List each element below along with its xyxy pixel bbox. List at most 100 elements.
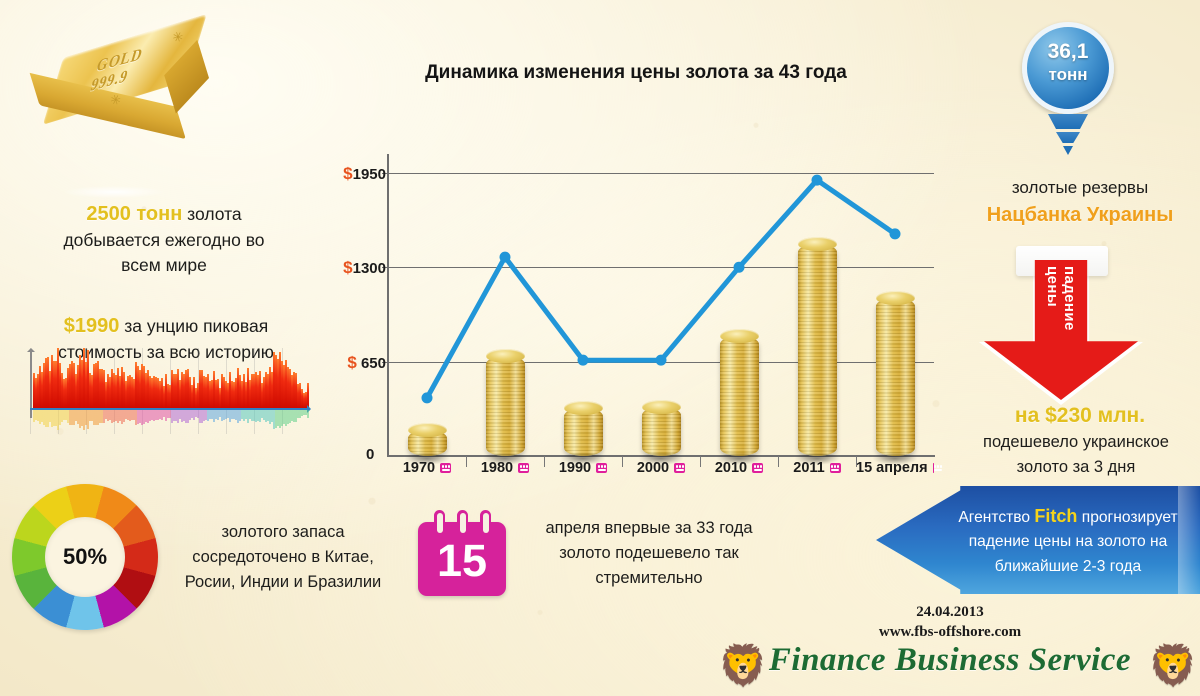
x-tick-text: 2011: [793, 460, 825, 476]
waveform-bar: [233, 382, 235, 408]
x-tick-label: 2000: [622, 460, 700, 476]
waveform-reflection-bar: [165, 410, 167, 422]
waveform-reflection-bar: [297, 410, 299, 418]
waveform-bar: [117, 368, 119, 408]
waveform-reflection-bar: [143, 410, 145, 424]
waveform-reflection-bar: [163, 410, 165, 418]
waveform-reflection-bar: [271, 410, 273, 422]
waveform-bar: [105, 382, 107, 408]
waveform-reflection-bar: [205, 410, 207, 421]
waveform-reflection-bar: [99, 410, 101, 423]
banner-text: Агентство Fitch прогнозирует падение цен…: [954, 502, 1182, 579]
waveform-reflection-bar: [95, 410, 97, 425]
waveform-bar: [297, 384, 299, 408]
waveform-reflection-bar: [237, 410, 239, 424]
x-tick-text: 2000: [636, 460, 670, 476]
waveform-bar: [147, 369, 149, 408]
waveform-reflection-bar: [125, 410, 127, 419]
waveform-bar: [43, 363, 45, 408]
waveform-bar: [139, 369, 141, 408]
waveform-bar: [289, 369, 291, 408]
x-tick-text: 15 апреля: [856, 460, 928, 476]
coin-stack: [716, 328, 763, 465]
pin-head: [1022, 22, 1114, 114]
waveform-reflection-bar: [279, 410, 281, 429]
waveform-bar: [269, 367, 271, 408]
waveform-bar: [255, 372, 257, 408]
waveform-bar: [91, 375, 93, 408]
waveform-bar: [291, 374, 293, 408]
waveform-bar: [95, 363, 97, 408]
waveform-x-axis: [30, 405, 311, 413]
x-tick-label: 2010: [700, 460, 778, 476]
waveform-reflection-bar: [75, 410, 77, 422]
waveform-bar: [293, 372, 295, 408]
waveform-reflection-bar: [157, 410, 159, 420]
waveform-reflection-bar: [287, 410, 289, 424]
x-tick-label: 1980: [466, 460, 544, 476]
waveform-bar: [183, 373, 185, 408]
waveform-bar: [73, 362, 75, 408]
waveform-reflection-bar: [57, 410, 59, 430]
waveform-reflection-bar: [211, 410, 213, 420]
waveform-reflection-bar: [299, 410, 301, 419]
fitch-forecast-banner: Агентство Fitch прогнозирует падение цен…: [876, 486, 1200, 594]
waveform-bars: [33, 347, 309, 408]
x-tick-text: 1990: [558, 460, 592, 476]
fact-donut-line2: сосредоточено в Китае,: [192, 547, 374, 566]
line-marker: [499, 251, 511, 263]
waveform-bar: [39, 366, 41, 408]
waveform-reflection-bar: [219, 410, 221, 417]
waveform-bar: [77, 364, 79, 408]
calendar-ring-1: [434, 510, 445, 536]
waveform-reflection-bar: [51, 410, 53, 428]
waveform-bar: [287, 367, 289, 408]
waveform-bar: [185, 369, 187, 408]
waveform-bar: [45, 357, 47, 408]
pin-taper-3: [1063, 146, 1073, 155]
waveform-bar: [59, 363, 61, 408]
fact-peak-rest: за унцию пиковая: [119, 316, 269, 336]
waveform-bar: [99, 369, 101, 408]
waveform-bar: [131, 377, 133, 408]
waveform-reflection-bar: [55, 410, 57, 426]
waveform-bar: [187, 369, 189, 408]
waveform-bar: [193, 377, 195, 408]
waveform-reflection-bar: [137, 410, 139, 424]
waveform-reflection-bar: [289, 410, 291, 423]
waveform-reflection-bar: [169, 410, 171, 418]
gold-bar-image: GOLD 999.9 ✳ ✳: [29, 14, 236, 164]
waveform-reflection-bar: [101, 410, 103, 423]
waveform-bar: [129, 374, 131, 408]
waveform-bar: [195, 387, 197, 408]
waveform-reflection-bar: [87, 410, 89, 430]
waveform-reflection-bar: [121, 410, 123, 424]
waveform-reflection-bar: [177, 410, 179, 423]
calendar-icon: [518, 463, 530, 473]
waveform-bar: [35, 377, 37, 408]
waveform-bar: [191, 384, 193, 408]
waveform-reflection-bar: [213, 410, 215, 423]
waveform-reflection-bar: [303, 410, 305, 415]
waveform-reflection-bar: [85, 410, 87, 426]
banner-line1: Агентство Fitch прогнозирует: [954, 502, 1182, 530]
x-tick-text: 2010: [714, 460, 748, 476]
waveform-bar: [197, 383, 199, 408]
waveform-reflection-bar: [61, 410, 63, 422]
banner-line3: ближайшие 2-3 года: [994, 557, 1142, 575]
waveform-reflection-bar: [151, 410, 153, 420]
waveform-reflection-bar: [171, 410, 173, 423]
waveform-reflection-bar: [275, 410, 277, 428]
waveform-reflection-bar: [197, 410, 199, 419]
waveform-bar: [67, 368, 69, 408]
waveform-reflection-bar: [225, 410, 227, 419]
waveform-bar: [173, 374, 175, 408]
footer-url[interactable]: www.fbs-offshore.com: [878, 624, 1022, 640]
waveform-reflection-bar: [81, 410, 83, 426]
waveform-reflection-bar: [89, 410, 91, 422]
dollar-sign: $: [343, 258, 353, 278]
waveform-bar: [219, 387, 221, 408]
waveform-bar: [97, 361, 99, 408]
waveform-reflection-bar: [167, 410, 169, 418]
waveform-reflection-bar: [187, 410, 189, 423]
